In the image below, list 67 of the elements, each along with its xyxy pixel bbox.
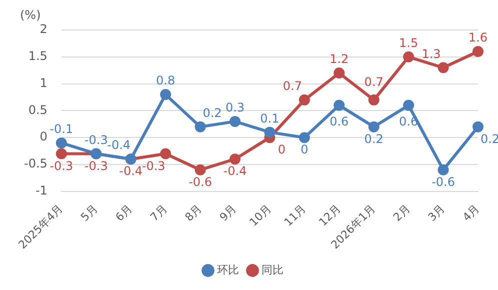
- x-tick-label: 11月: [282, 202, 309, 229]
- y-tick-label: 1.5: [28, 49, 48, 64]
- point: [368, 94, 380, 106]
- data-label: 0.1: [260, 111, 280, 126]
- point: [56, 137, 67, 148]
- data-label: 0: [300, 142, 308, 157]
- data-label: 0.2: [480, 132, 498, 146]
- point: [264, 126, 276, 138]
- point: [229, 154, 240, 165]
- data-label: -0.3: [84, 132, 108, 147]
- data-label: 1.2: [330, 52, 349, 66]
- x-tick-label: 6月: [113, 202, 135, 224]
- point: [56, 148, 67, 160]
- point: [229, 116, 240, 127]
- data-label: -0.4: [107, 138, 131, 152]
- data-label: -0.3: [142, 158, 166, 173]
- data-label: 1.3: [422, 46, 441, 61]
- data-label: -0.3: [84, 158, 108, 173]
- legend-label: 同比: [262, 263, 284, 276]
- data-label: 0.8: [156, 74, 176, 88]
- point: [298, 94, 310, 106]
- x-tick-label: 10月: [246, 202, 274, 229]
- data-label: 0.3: [225, 100, 245, 115]
- point: [472, 121, 484, 132]
- point: [194, 121, 206, 132]
- y-tick-label: 0: [40, 130, 48, 144]
- data-label: 0: [278, 142, 286, 157]
- point: [368, 121, 380, 132]
- x-tick-label: 7月: [148, 202, 170, 224]
- data-label: 1.6: [468, 30, 488, 45]
- point: [403, 100, 414, 111]
- y-tick-label: 2: [40, 22, 48, 36]
- point: [334, 68, 345, 79]
- x-tick-label: 9月: [217, 202, 240, 224]
- x-tick-label: 4月: [460, 202, 482, 224]
- point: [194, 164, 206, 176]
- data-label: -0.1: [50, 122, 74, 136]
- y-axis-title: (%): [20, 8, 41, 22]
- data-label: 0.2: [364, 132, 384, 146]
- y-tick-label: 1: [40, 76, 48, 90]
- data-label: -0.3: [50, 158, 74, 173]
- data-label: 1.5: [399, 36, 418, 50]
- point: [334, 100, 345, 111]
- x-tick-label: 2月: [390, 202, 413, 224]
- y-tick-label: -1: [35, 183, 48, 198]
- point: [160, 148, 172, 160]
- x-tick-label: 12月: [316, 202, 344, 229]
- point: [403, 51, 414, 62]
- data-label: 0.2: [202, 106, 222, 120]
- data-label: -0.6: [432, 174, 455, 189]
- x-tick-label: 8月: [182, 202, 204, 224]
- point: [438, 62, 449, 74]
- data-label: 0.7: [282, 79, 302, 94]
- data-label: 0.7: [364, 75, 384, 90]
- y-tick-label: 0.5: [28, 102, 48, 117]
- point: [438, 164, 449, 176]
- legend-label: 环比: [217, 263, 239, 276]
- x-tick-label: 5月: [78, 202, 100, 224]
- data-label: 0.6: [330, 114, 349, 128]
- data-label: -0.4: [119, 164, 143, 178]
- point: [472, 46, 484, 58]
- data-label: -0.6: [188, 174, 212, 189]
- point: [298, 132, 310, 144]
- data-label: -0.4: [223, 164, 247, 178]
- x-tick-label: 3月: [426, 202, 448, 224]
- y-tick-label: -0.5: [24, 156, 48, 171]
- point: [160, 89, 172, 100]
